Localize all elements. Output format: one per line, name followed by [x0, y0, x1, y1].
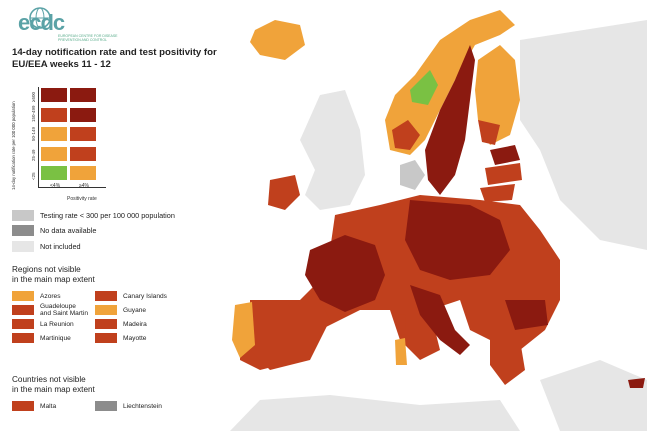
legend-item: Not included — [12, 240, 81, 252]
regions-heading: Regions not visible in the main map exte… — [12, 265, 95, 284]
legend-swatch — [12, 225, 34, 236]
matrix-x-axis — [38, 187, 106, 188]
region-item-label: Canary Islands — [123, 292, 167, 300]
region-item-label: La Reunion — [40, 320, 74, 328]
matrix-y-label: 14-day notification rate per 100 000 pop… — [11, 101, 16, 190]
matrix-cell — [69, 87, 97, 103]
legend-swatch — [12, 240, 34, 252]
region-item: Guyane — [95, 304, 146, 316]
countries-heading: Countries not visible in the main map ex… — [12, 375, 95, 394]
finland-red — [478, 120, 500, 145]
legend-panel: ecdc EUROPEAN CENTRE FOR DISEASE PREVENT… — [0, 0, 220, 431]
region-item-swatch — [95, 333, 117, 343]
matrix-cell — [40, 165, 68, 181]
sardinia — [395, 338, 407, 365]
matrix-y-tick: 150-499 — [31, 104, 36, 122]
region-item: Azores — [12, 290, 61, 302]
bulgaria-dark — [505, 300, 548, 330]
cyprus — [628, 378, 645, 388]
country-item-swatch — [12, 401, 34, 411]
iceland — [250, 20, 305, 60]
matrix-x-tick: ≥4% — [79, 183, 89, 189]
france-dark — [305, 235, 385, 312]
region-item: Madeira — [95, 318, 147, 330]
estonia — [490, 145, 520, 165]
legend-swatch — [12, 209, 34, 221]
country-item: Liechtenstein — [95, 400, 162, 412]
spain — [250, 300, 330, 370]
matrix-y-tick: 25-49 — [31, 148, 36, 161]
non-eu-land-africa — [230, 395, 520, 431]
region-item-label: Guyane — [123, 306, 147, 314]
legend-label: Testing rate < 300 per 100 000 populatio… — [40, 210, 175, 220]
country-item-label: Liechtenstein — [123, 402, 162, 410]
corsica — [398, 314, 406, 330]
matrix-cell — [69, 145, 97, 162]
italy-dark — [410, 285, 470, 355]
region-item-swatch — [12, 319, 34, 329]
matrix-x-tick: <4% — [50, 183, 61, 189]
ireland — [268, 175, 300, 210]
legend-item: Testing rate < 300 per 100 000 populatio… — [12, 209, 175, 221]
region-item: Martinique — [12, 332, 71, 344]
matrix-cell — [69, 126, 97, 142]
region-item-label: Madeira — [123, 320, 147, 328]
region-item: Mayotte — [95, 332, 146, 344]
non-eu-land-east — [520, 20, 647, 431]
region-item: Guadeloupe and Saint Martin — [12, 303, 89, 317]
portugal — [232, 302, 255, 358]
region-item-label: Martinique — [40, 334, 71, 342]
sweden — [425, 45, 475, 195]
map-title: 14-day notification rate and test positi… — [12, 47, 217, 70]
matrix-cell — [69, 165, 97, 181]
matrix-cell — [40, 126, 68, 142]
country-item-swatch — [95, 401, 117, 411]
norway-red-south — [392, 120, 420, 150]
finland — [475, 45, 520, 145]
denmark-grey — [400, 160, 425, 190]
matrix-cell — [40, 145, 68, 162]
legend-label: Not included — [40, 241, 81, 251]
matrix-y-tick: 50-149 — [31, 126, 36, 141]
matrix-x-label: Positivity rate — [67, 196, 97, 202]
matrix-y-tick: ≥500 — [31, 92, 36, 102]
greece — [490, 340, 525, 385]
region-item-swatch — [12, 305, 34, 315]
region-item-label: Mayotte — [123, 334, 147, 342]
central-dark — [405, 200, 510, 280]
norway — [385, 10, 515, 155]
region-item-label: Azores — [40, 292, 61, 300]
legend-label: No data available — [40, 226, 97, 235]
matrix-cell — [69, 106, 97, 123]
region-item-swatch — [95, 291, 117, 301]
matrix-cell — [40, 87, 68, 103]
matrix-y-tick: <25 — [31, 172, 36, 180]
logo-text: ecdc — [18, 10, 65, 35]
globe-icon — [29, 7, 51, 29]
legend-item: No data available — [12, 225, 96, 237]
matrix-cell — [40, 106, 68, 123]
region-item-swatch — [95, 319, 117, 329]
region-item-swatch — [12, 333, 34, 343]
country-item-label: Malta — [40, 402, 57, 410]
region-item: Canary Islands — [95, 290, 167, 302]
ecdc-logo: ecdc EUROPEAN CENTRE FOR DISEASE PREVENT… — [8, 4, 118, 44]
lithuania — [480, 184, 515, 202]
country-item: Malta — [12, 400, 56, 412]
region-item-label: Guadeloupe and Saint Martin — [40, 303, 89, 317]
latvia — [485, 163, 522, 185]
logo-subtitle: EUROPEAN CENTRE FOR DISEASE PREVENTION A… — [58, 34, 118, 42]
non-eu-land-uk — [300, 90, 365, 210]
region-item-swatch — [12, 291, 34, 301]
region-item: La Reunion — [12, 318, 74, 330]
norway-green — [410, 70, 438, 105]
region-item-swatch — [95, 305, 117, 315]
matrix-y-axis — [38, 87, 39, 187]
